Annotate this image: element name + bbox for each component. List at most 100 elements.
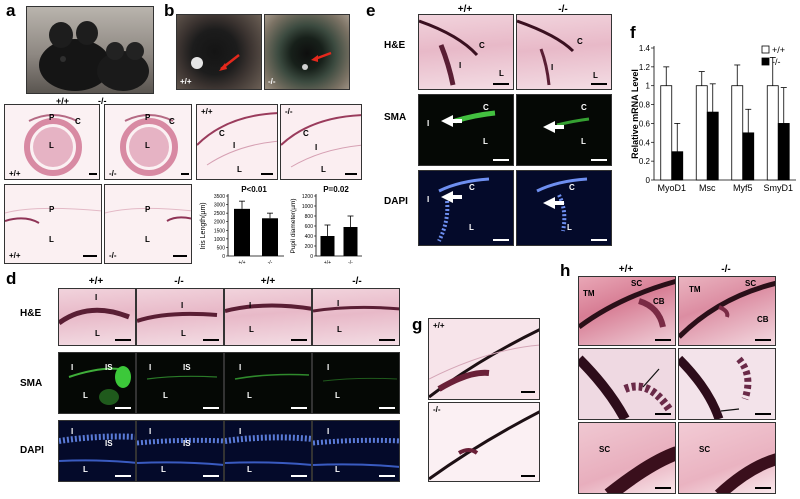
- tag-p: P: [145, 113, 151, 122]
- tag-i: I: [459, 61, 462, 70]
- tag-c: C: [75, 117, 81, 126]
- panel-label-f: f: [630, 23, 636, 42]
- tag-tm: TM: [583, 289, 595, 298]
- panel-g-ko: -/-: [428, 402, 540, 482]
- panel-d-row-dapi: DAPI: [20, 445, 44, 456]
- panel-label-g: g: [412, 315, 423, 334]
- panel-h-cb-wt: [578, 348, 676, 420]
- tag-l: L: [581, 137, 586, 146]
- panel-d-he-3: I L: [224, 288, 312, 346]
- pupil-section-wt: P L +/+: [4, 184, 102, 264]
- tag-c: C: [569, 183, 575, 192]
- tag-sc: SC: [699, 445, 711, 454]
- tag-c: C: [483, 103, 489, 112]
- tag-i: I: [239, 363, 242, 372]
- arrow-icon: [543, 197, 564, 209]
- mrna-chart: Relative mRNA Level 0 0.2 0.4 0.6 0.8 1 1.2 1.4…: [630, 44, 796, 193]
- tag-i: I: [327, 427, 330, 436]
- panel-d-he-1: I L: [58, 288, 136, 346]
- pupil-ytick-label: 800: [305, 214, 314, 220]
- pupil-section-ko: P L -/-: [104, 184, 192, 264]
- panel-d-sma-1: I IS L: [58, 352, 136, 414]
- pupil-ytick-label: 0: [310, 254, 313, 260]
- tag-l: L: [483, 137, 488, 146]
- panel-b-label-wt: +/+: [180, 77, 192, 86]
- panel-c-label-ko-3: -/-: [109, 251, 117, 260]
- tag-i: I: [181, 301, 184, 310]
- tag-c: C: [577, 37, 583, 46]
- tag-i: I: [427, 119, 430, 128]
- panel-c-label-wt-2: +/+: [201, 107, 213, 116]
- panel-d-col-1: +/+: [88, 276, 104, 287]
- tag-i: I: [149, 427, 152, 436]
- iris-bar: [234, 208, 250, 256]
- mrna-ylabel: Relative mRNA Level: [630, 69, 640, 159]
- mrna-category-label: SmyD1: [763, 183, 793, 193]
- panel-g-label-wt: +/+: [433, 321, 445, 330]
- tag-l: L: [83, 391, 88, 400]
- tag-l: L: [335, 391, 340, 400]
- iris-ytick-label: 3500: [214, 194, 225, 200]
- eye-photo-ko: -/-: [264, 14, 350, 90]
- mrna-bar-ko: [742, 132, 755, 181]
- pupil-ytick-label: 1000: [302, 204, 313, 210]
- mice-illustration: [39, 21, 149, 91]
- iris-section-wt: +/+ C I L: [196, 104, 278, 180]
- tag-i: I: [327, 363, 330, 372]
- panel-e-he-1: C I L: [418, 14, 514, 90]
- mrna-bar-wt: [695, 85, 708, 181]
- arrow-icon: [441, 115, 462, 127]
- eye-section-wt: P C L +/+: [4, 104, 100, 180]
- panel-e-dapi-1: C I L: [418, 170, 514, 246]
- iris-bar: [262, 218, 278, 256]
- iris-section-ko: -/- C I L: [280, 104, 362, 180]
- legend-label-ko: -/-: [772, 57, 781, 67]
- tag-is: IS: [183, 363, 191, 372]
- tag-l: L: [469, 223, 474, 232]
- mrna-bar-wt: [766, 85, 779, 181]
- tag-i: I: [149, 363, 152, 372]
- mouse-photo: [26, 6, 154, 94]
- tag-c: C: [469, 183, 475, 192]
- tag-p: P: [49, 205, 55, 214]
- tag-cb: CB: [653, 297, 665, 306]
- panel-d-col-2: -/-: [174, 276, 184, 287]
- tag-i: I: [551, 63, 554, 72]
- tag-c: C: [169, 117, 175, 126]
- tag-l: L: [593, 71, 598, 80]
- panel-d-sma-3: I L: [224, 352, 312, 414]
- panel-c-label-wt-3: +/+: [9, 251, 21, 260]
- mrna-category-label: Myf5: [733, 183, 753, 193]
- mrna-legend: +/+ -/-: [761, 45, 785, 67]
- tag-l: L: [95, 329, 100, 338]
- tag-tm: TM: [689, 285, 701, 294]
- tag-c: C: [581, 103, 587, 112]
- iris-length-chart: P<0.01 Iris Length(µm) 0 500 1000 1500 2000 2…: [200, 185, 284, 266]
- tag-l: L: [49, 235, 54, 244]
- pupil-diameter-chart: P=0.02 Pupil diameter(µm) 0 200 400 600 800 1…: [290, 185, 362, 266]
- iris-ytick-label: 2000: [214, 220, 225, 226]
- panel-g-label-ko: -/-: [433, 405, 441, 414]
- pupil-category-label: +/+: [324, 260, 331, 266]
- panel-g-wt: +/+: [428, 318, 540, 400]
- panel-e-dapi-2: C L: [516, 170, 612, 246]
- iris-pvalue: P<0.01: [241, 185, 267, 194]
- tag-l: L: [335, 465, 340, 474]
- tag-i: I: [71, 427, 74, 436]
- tag-i: I: [233, 141, 236, 150]
- pupil-bar: [320, 236, 335, 256]
- mrna-bar-wt: [660, 85, 673, 181]
- tag-p: P: [49, 113, 55, 122]
- tag-l: L: [83, 465, 88, 474]
- panel-d-dapi-4: I L: [312, 420, 400, 482]
- iris-ytick-label: 0: [222, 254, 225, 260]
- panel-h-sc-wt: SC: [578, 422, 676, 494]
- panel-h-sc-ko: SC: [678, 422, 776, 494]
- iris-category-label: -/-: [268, 260, 273, 266]
- panel-d-dapi-1: I IS L: [58, 420, 136, 482]
- tag-p: P: [145, 205, 151, 214]
- mrna-ytick-label: 1.4: [639, 44, 651, 53]
- pupil-ytick-label: 200: [305, 244, 314, 250]
- panel-h-col-2: -/-: [721, 264, 731, 275]
- pupil-ytick-label: 600: [305, 224, 314, 230]
